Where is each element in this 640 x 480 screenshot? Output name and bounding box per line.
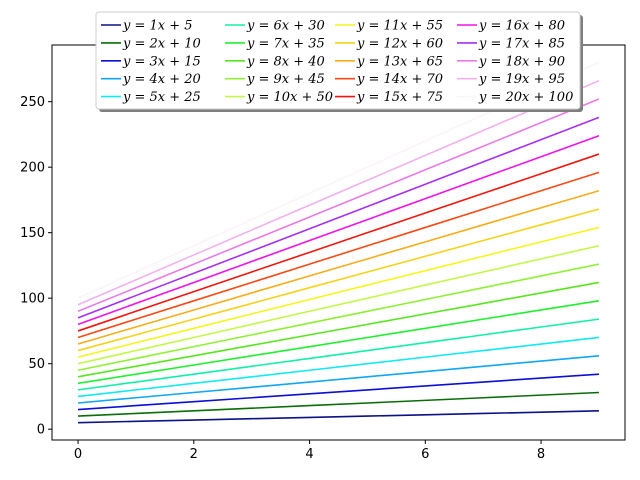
legend-label: y = 14x + 70 xyxy=(356,72,443,87)
y-tick-label: 250 xyxy=(20,95,45,110)
series-line xyxy=(77,189,600,345)
series-line xyxy=(77,263,600,372)
series-line xyxy=(77,208,600,352)
legend-label: y = 16x + 80 xyxy=(478,19,565,34)
x-tick-label: 6 xyxy=(421,447,429,462)
series-line xyxy=(78,410,599,424)
x-tick-label: 2 xyxy=(190,447,198,462)
y-tick-label: 150 xyxy=(20,226,45,241)
legend-label: y = 5x + 25 xyxy=(122,90,201,105)
series-line xyxy=(77,116,600,319)
y-tick-label: 0 xyxy=(37,423,45,438)
series-line xyxy=(77,318,600,391)
legend-label: y = 12x + 60 xyxy=(356,36,443,51)
legend-label: y = 4x + 20 xyxy=(122,72,201,87)
series-line xyxy=(77,153,600,332)
legend-label: y = 10x + 50 xyxy=(246,90,333,105)
series-line xyxy=(77,79,600,306)
legend-label: y = 19x + 95 xyxy=(478,72,565,87)
y-tick-label: 50 xyxy=(28,357,45,372)
series-line xyxy=(77,134,600,326)
series-line xyxy=(77,281,600,378)
series-line xyxy=(77,300,600,385)
legend-label: y = 3x + 15 xyxy=(122,54,201,69)
x-tick-label: 8 xyxy=(537,447,545,462)
y-tick-label: 200 xyxy=(20,161,45,176)
legend-label: y = 2x + 10 xyxy=(122,36,201,51)
series-line xyxy=(77,355,600,404)
legend-label: y = 6x + 30 xyxy=(246,19,325,34)
legend-label: y = 20x + 100 xyxy=(478,90,573,105)
series-line xyxy=(77,98,600,313)
series-line xyxy=(78,391,599,417)
series-line xyxy=(77,226,600,358)
legend-label: y = 8x + 40 xyxy=(246,54,325,69)
legend-label: y = 11x + 55 xyxy=(356,19,443,34)
legend-label: y = 9x + 45 xyxy=(246,72,325,87)
y-tick-label: 100 xyxy=(20,292,45,307)
legend-label: y = 13x + 65 xyxy=(356,54,443,69)
x-tick-label: 4 xyxy=(305,447,313,462)
y-axis-ticks: 0 50 100 150 200 250 xyxy=(20,95,52,438)
legend: y = 1x + 5 y = 2x + 10 y = 3x + 15 y = 4x +… xyxy=(95,11,583,112)
series-line xyxy=(77,373,600,411)
series-line xyxy=(77,336,600,398)
series-line xyxy=(77,171,600,339)
x-tick-label: 0 xyxy=(74,447,82,462)
legend-label: y = 15x + 75 xyxy=(356,90,443,105)
series-lines xyxy=(77,61,600,424)
x-axis-ticks: 0 2 4 6 8 xyxy=(74,440,545,462)
legend-label: y = 7x + 35 xyxy=(246,36,325,51)
legend-label: y = 17x + 85 xyxy=(478,36,565,51)
series-line xyxy=(77,244,600,365)
legend-label: y = 1x + 5 xyxy=(122,19,193,34)
legend-label: y = 18x + 90 xyxy=(478,54,565,69)
